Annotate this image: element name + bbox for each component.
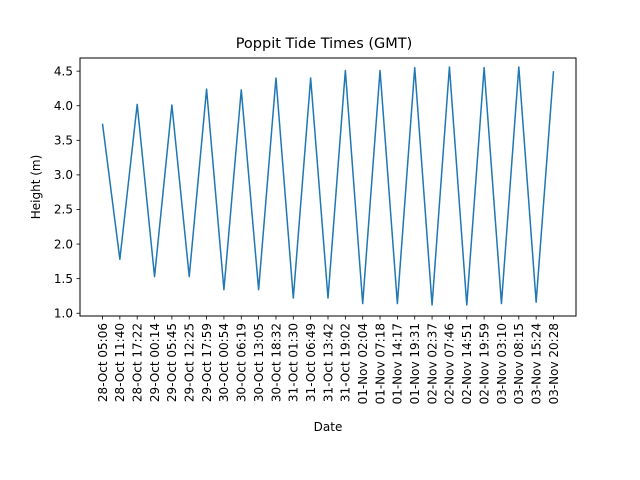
x-tick-label: 01-Nov 07:18 [373,323,387,404]
y-tick-label: 1.0 [54,306,73,320]
x-tick-label: 29-Oct 17:59 [200,323,214,402]
plot-content: 1.01.52.02.53.03.54.04.528-Oct 05:06 28-O… [54,64,561,404]
x-tick-label: 01-Nov 14:17 [391,323,405,404]
x-tick-label: 03-Nov 03:10 [495,323,509,404]
x-tick-label: 29-Oct 00:14 [148,323,162,402]
x-tick-label: 03-Nov 20:28 [547,323,561,404]
x-tick-label: 02-Nov 19:59 [477,323,491,404]
x-tick-label: 01-Nov 02:04 [356,323,370,404]
x-tick-label: 31-Oct 01:30 [287,323,301,402]
plot-frame [79,57,577,317]
y-tick-label: 3.5 [54,134,73,148]
x-tick-label: 30-Oct 00:54 [217,323,231,402]
x-tick-label: 29-Oct 12:25 [183,323,197,402]
x-tick-label: 02-Nov 02:37 [425,323,439,404]
x-tick-label: 31-Oct 06:49 [304,323,318,402]
x-tick-label: 30-Oct 13:05 [252,323,266,402]
x-tick-label: 29-Oct 05:45 [165,323,179,402]
x-tick-label: 03-Nov 15:24 [529,323,543,404]
y-tick-label: 1.5 [54,272,73,286]
y-tick-label: 3.0 [54,168,73,182]
chart-title: Poppit Tide Times (GMT) [236,36,413,52]
x-tick-label: 28-Oct 17:22 [130,323,144,402]
x-tick-label: 30-Oct 18:32 [269,323,283,402]
x-tick-label: 28-Oct 11:40 [113,323,127,402]
y-axis-label: Height (m) [29,155,43,220]
y-tick-label: 2.5 [54,203,73,217]
x-tick-label: 28-Oct 05:06 [96,323,110,402]
x-tick-label: 31-Oct 13:42 [321,323,335,402]
x-tick-label: 02-Nov 07:46 [443,323,457,404]
y-tick-label: 2.0 [54,237,73,251]
x-tick-label: 02-Nov 14:51 [460,323,474,404]
x-tick-label: 30-Oct 06:19 [235,323,249,402]
y-tick-label: 4.0 [54,99,73,113]
x-tick-label: 31-Oct 19:02 [339,323,353,402]
x-axis-label: Date [314,420,343,434]
x-tick-label: 03-Nov 08:15 [512,323,526,404]
x-tick-label: 01-Nov 19:31 [408,323,422,404]
y-tick-label: 4.5 [54,64,73,78]
